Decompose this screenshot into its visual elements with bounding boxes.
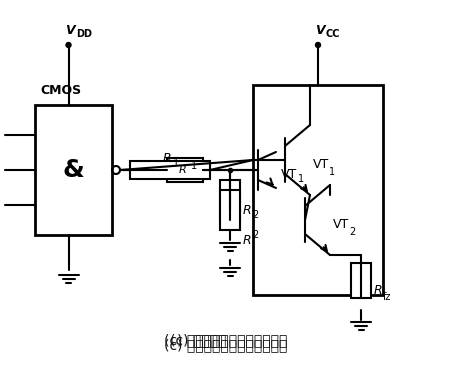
Text: (c) 采用达林顿电路的接口电路: (c) 采用达林顿电路的接口电路	[164, 338, 288, 352]
Bar	[220, 190, 240, 230]
Text: DD: DD	[77, 29, 92, 39]
Bar	[253, 85, 383, 295]
Text: VT: VT	[281, 169, 297, 181]
Text: (c) 采用达林: (c) 采用达林	[169, 333, 226, 347]
Text: 2: 2	[252, 210, 258, 220]
Text: R: R	[243, 204, 251, 216]
Text: 1: 1	[298, 174, 304, 184]
Text: R: R	[243, 234, 251, 246]
Circle shape	[315, 42, 321, 47]
Bar	[35, 105, 112, 235]
Bar	[220, 180, 240, 220]
Text: 1: 1	[329, 167, 335, 177]
Text: (c) 采用达林顿电路的接口电路: (c) 采用达林顿电路的接口电路	[164, 333, 288, 347]
Text: fz: fz	[383, 292, 391, 302]
Text: &: &	[63, 158, 84, 182]
Text: CMOS: CMOS	[40, 84, 81, 97]
Text: R: R	[163, 151, 171, 165]
Text: 1: 1	[191, 161, 197, 171]
Bar	[167, 158, 203, 182]
Text: 1: 1	[173, 158, 179, 168]
Text: V: V	[315, 23, 325, 36]
Text: R: R	[374, 284, 383, 296]
Text: V: V	[66, 23, 75, 36]
Text: 2: 2	[349, 227, 355, 237]
Text: VT: VT	[313, 158, 329, 172]
Circle shape	[66, 42, 71, 47]
Bar	[130, 161, 210, 179]
Text: R: R	[179, 165, 187, 175]
Text: CC: CC	[326, 29, 341, 39]
Text: 2: 2	[252, 230, 258, 240]
Bar	[351, 263, 371, 298]
Text: VT: VT	[333, 219, 349, 231]
